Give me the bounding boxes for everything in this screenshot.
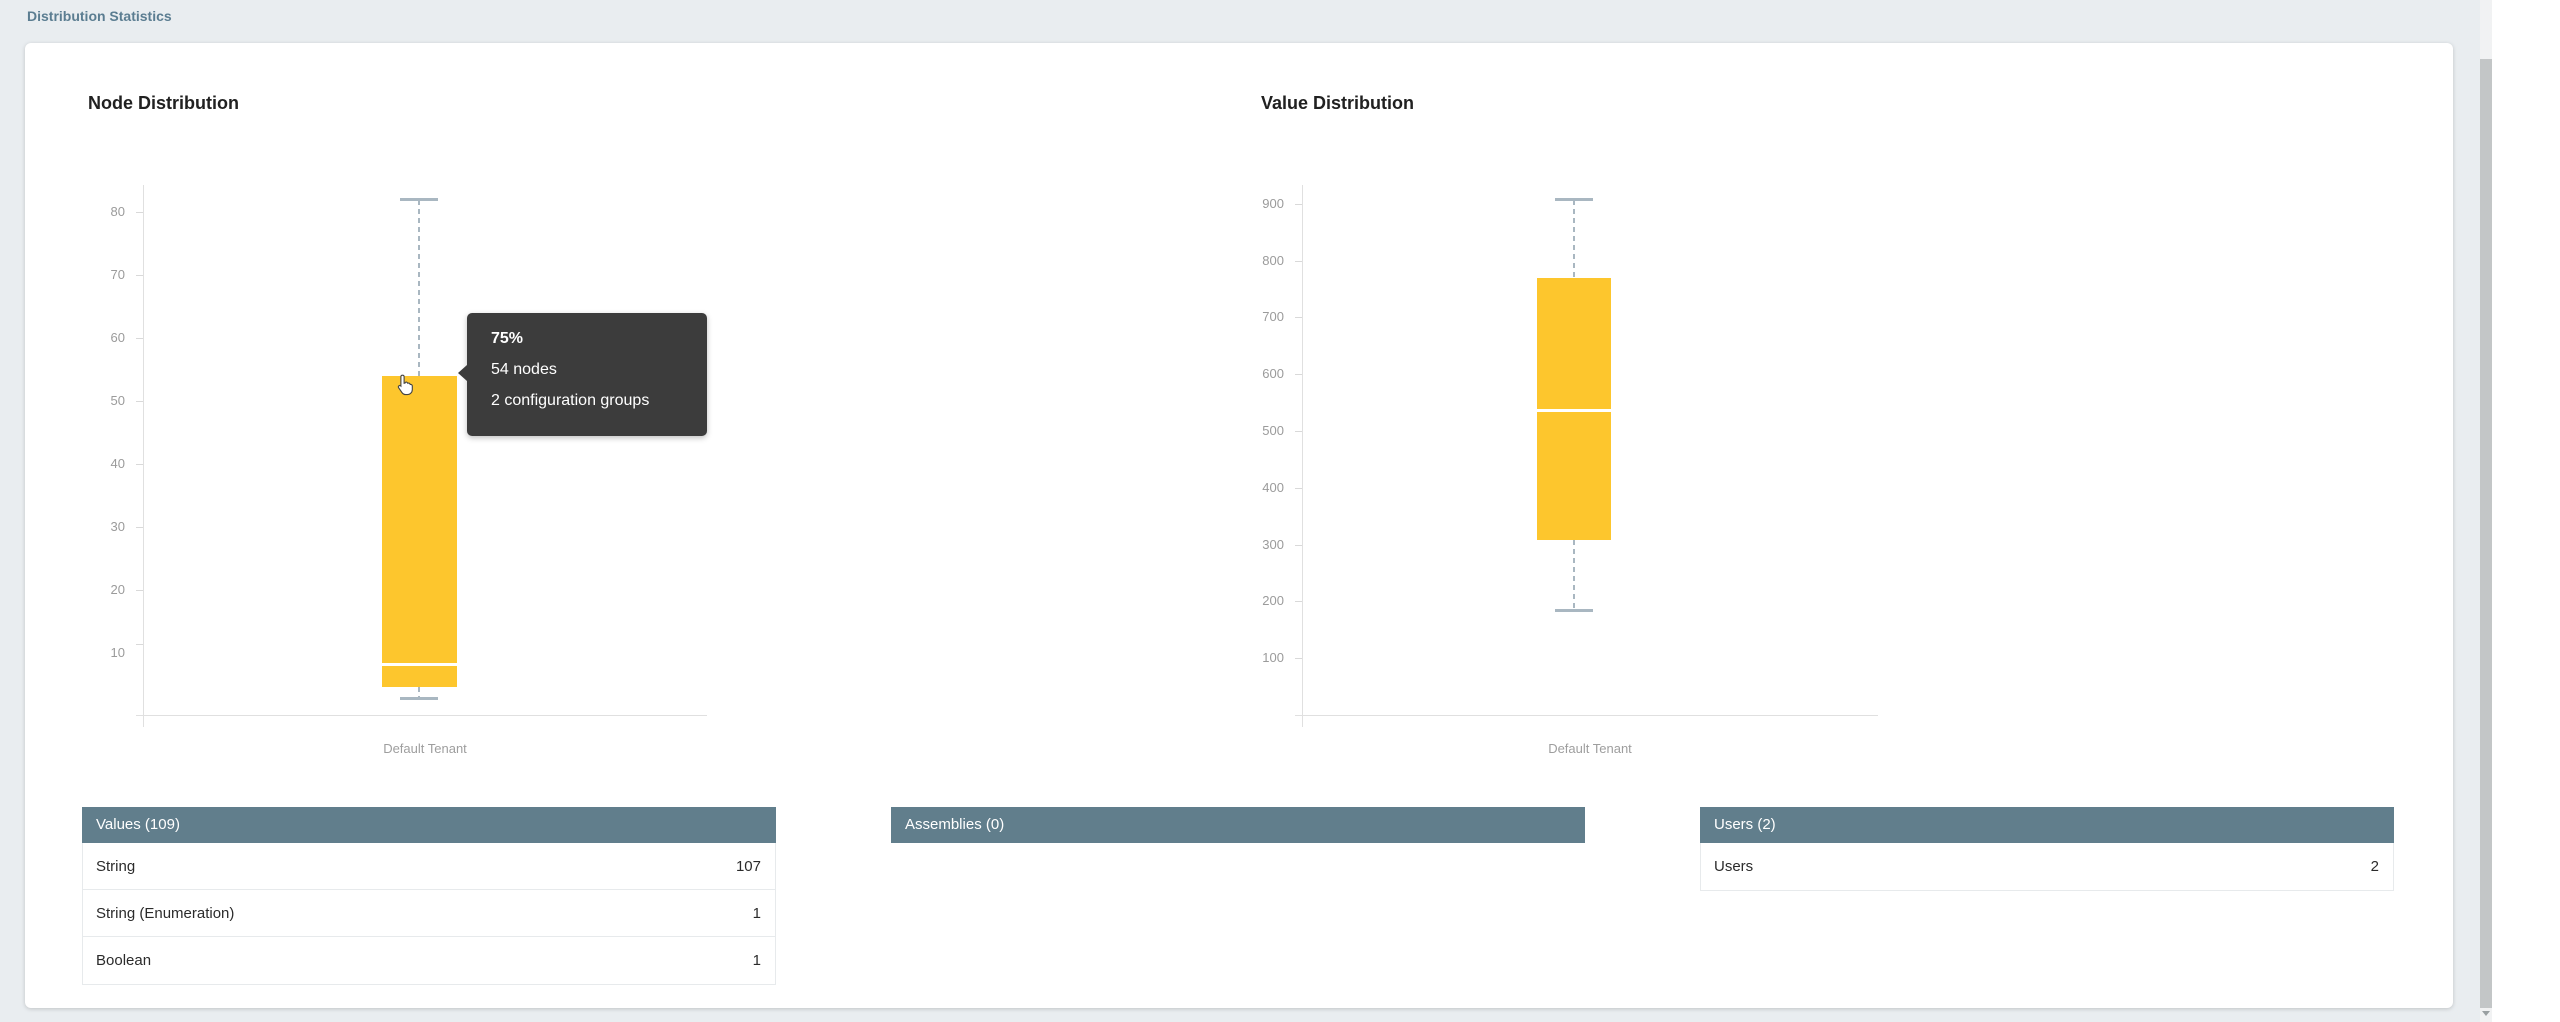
table-row: Boolean 1 [83, 937, 775, 984]
y-tick-mark [136, 464, 143, 465]
row-label: Users [1714, 858, 1754, 875]
boxplot-tooltip: 75% 54 nodes 2 configuration groups [458, 313, 707, 436]
row-value: 107 [735, 857, 761, 875]
x-axis-line [136, 715, 707, 716]
assemblies-table: Assemblies (0) [891, 807, 1585, 843]
y-tick-mark [1295, 261, 1302, 262]
row-value: 1 [752, 904, 761, 922]
page-title: Distribution Statistics [27, 8, 172, 24]
row-label: Boolean [96, 952, 152, 969]
values-table: Values (109) String 107 String (Enumerat… [82, 807, 776, 985]
row-value: 1 [752, 952, 761, 969]
boxplot-min-cap [1555, 609, 1593, 612]
y-tick-label: 50 [110, 393, 125, 408]
boxplot-min-cap [400, 697, 438, 700]
scrollbar-down-arrow-icon[interactable] [2482, 1011, 2490, 1016]
y-tick-mark [136, 401, 143, 402]
users-table-header: Users (2) [1700, 807, 2394, 843]
distribution-statistics-card: Node Distribution 80 70 60 50 40 30 20 1… [25, 43, 2453, 1008]
y-tick-mark [1295, 374, 1302, 375]
y-axis-line [143, 185, 144, 727]
tooltip-arrow [458, 365, 467, 381]
y-tick-label: 100 [1262, 650, 1284, 665]
x-axis-line [1295, 715, 1878, 716]
y-tick-label: 80 [110, 204, 125, 219]
y-tick-mark [136, 527, 143, 528]
tooltip-quartile: 75% [491, 330, 524, 347]
vertical-scrollbar-thumb[interactable] [2480, 59, 2492, 1008]
boxplot-median-line [382, 663, 457, 666]
cursor-pointer-icon [396, 374, 416, 402]
x-category-label: Default Tenant [383, 741, 467, 756]
boxplot-median-line [1537, 409, 1611, 412]
row-label: String (Enumeration) [96, 904, 235, 922]
y-tick-mark [1295, 658, 1302, 659]
y-tick-mark [1295, 431, 1302, 432]
y-tick-label: 700 [1262, 309, 1284, 324]
y-tick-label: 200 [1262, 593, 1284, 608]
y-tick-mark [136, 338, 143, 339]
users-table: Users (2) Users 2 [1700, 807, 2394, 891]
chart-title: Value Distribution [1261, 93, 1415, 113]
boxplot-max-cap [1555, 198, 1593, 201]
boxplot-upper-whisker [1573, 200, 1575, 278]
y-tick-label: 600 [1262, 366, 1284, 381]
boxplot-box[interactable] [382, 376, 457, 687]
y-tick-label: 70 [110, 267, 125, 282]
page-background: Distribution Statistics Node Distributio… [0, 0, 2480, 1022]
values-table-header: Values (109) [82, 807, 776, 843]
y-tick-mark [1295, 204, 1302, 205]
table-row: String 107 [83, 843, 775, 890]
y-tick-label: 900 [1262, 196, 1284, 211]
y-tick-mark [1295, 601, 1302, 602]
boxplot-upper-whisker [418, 200, 420, 376]
boxplot-lower-whisker [1573, 540, 1575, 609]
y-tick-label: 60 [110, 330, 125, 345]
y-tick-label: 400 [1262, 480, 1284, 495]
y-tick-mark [1295, 545, 1302, 546]
y-tick-label: 40 [110, 456, 125, 471]
tooltip-context: 2 configuration groups [491, 392, 650, 409]
y-axis-line [1302, 185, 1303, 727]
y-tick-mark [1295, 317, 1302, 318]
y-tick-mark [136, 212, 143, 213]
y-tick-label: 30 [110, 519, 125, 534]
chart-title: Node Distribution [88, 93, 239, 113]
tooltip-value: 54 nodes [491, 361, 557, 378]
y-tick-mark [136, 644, 143, 645]
y-tick-mark [1295, 488, 1302, 489]
assemblies-table-header: Assemblies (0) [891, 807, 1585, 843]
y-tick-label: 20 [110, 582, 125, 597]
y-tick-label: 500 [1262, 423, 1284, 438]
row-label: String [96, 857, 136, 875]
x-category-label: Default Tenant [1548, 741, 1632, 756]
boxplot-max-cap [400, 198, 438, 201]
y-tick-mark [136, 275, 143, 276]
y-tick-mark [136, 590, 143, 591]
y-tick-label: 300 [1262, 537, 1284, 552]
users-table-body: Users 2 [1700, 843, 2394, 891]
values-table-body: String 107 String (Enumeration) 1 Boolea… [82, 843, 776, 985]
table-row: Users 2 [1701, 843, 2393, 890]
y-tick-label: 10 [110, 645, 125, 660]
boxplot-lower-whisker [418, 687, 420, 698]
y-tick-label: 800 [1262, 253, 1284, 268]
row-value: 2 [2370, 858, 2379, 875]
table-row: String (Enumeration) 1 [83, 890, 775, 937]
